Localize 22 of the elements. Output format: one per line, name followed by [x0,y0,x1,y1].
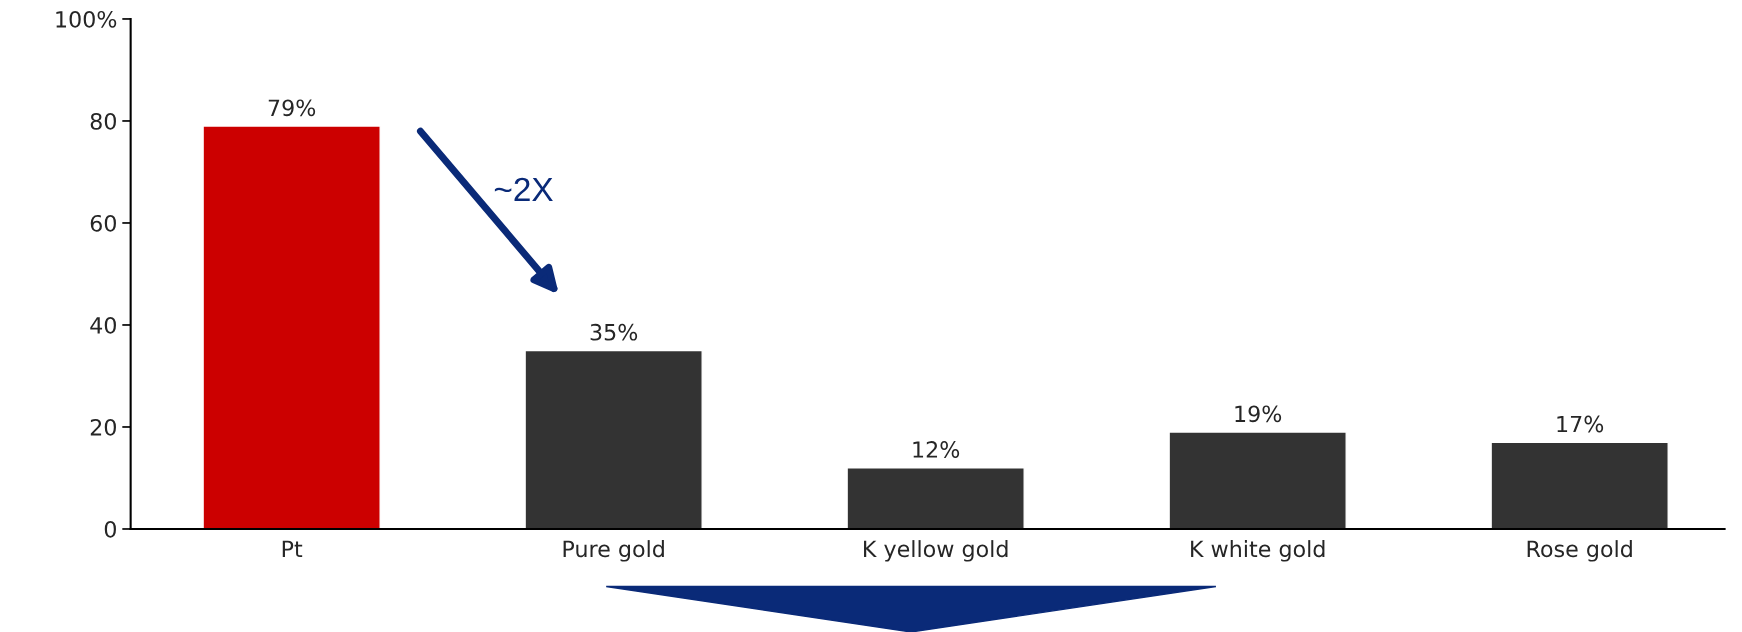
bar [846,467,1025,529]
data-label: 17% [1557,415,1604,433]
y-tick-label: 0 [104,520,116,538]
bar [1490,441,1669,529]
x-tick-label: K white gold [1191,540,1325,562]
x-tick-label: Pt [282,540,303,557]
x-tick-label: Pure gold [563,540,664,562]
x-tick-label: K yellow gold [864,540,1008,562]
bar [202,125,381,529]
y-tick-label: 60 [90,214,116,232]
annotation: ~2X [494,177,553,201]
bar [524,349,703,529]
data-label: 12% [913,441,960,458]
y-tick-label: 20 [90,418,116,436]
y-tick-label: 100% [56,10,117,28]
data-label: 79% [268,99,316,117]
y-tick-label: 80 [90,112,116,130]
x-tick-label: Rose gold [1527,540,1632,562]
data-label: 35% [590,323,638,341]
y-tick-label: 40 [90,316,116,334]
bar [1168,431,1347,529]
data-label: 19% [1235,405,1282,423]
